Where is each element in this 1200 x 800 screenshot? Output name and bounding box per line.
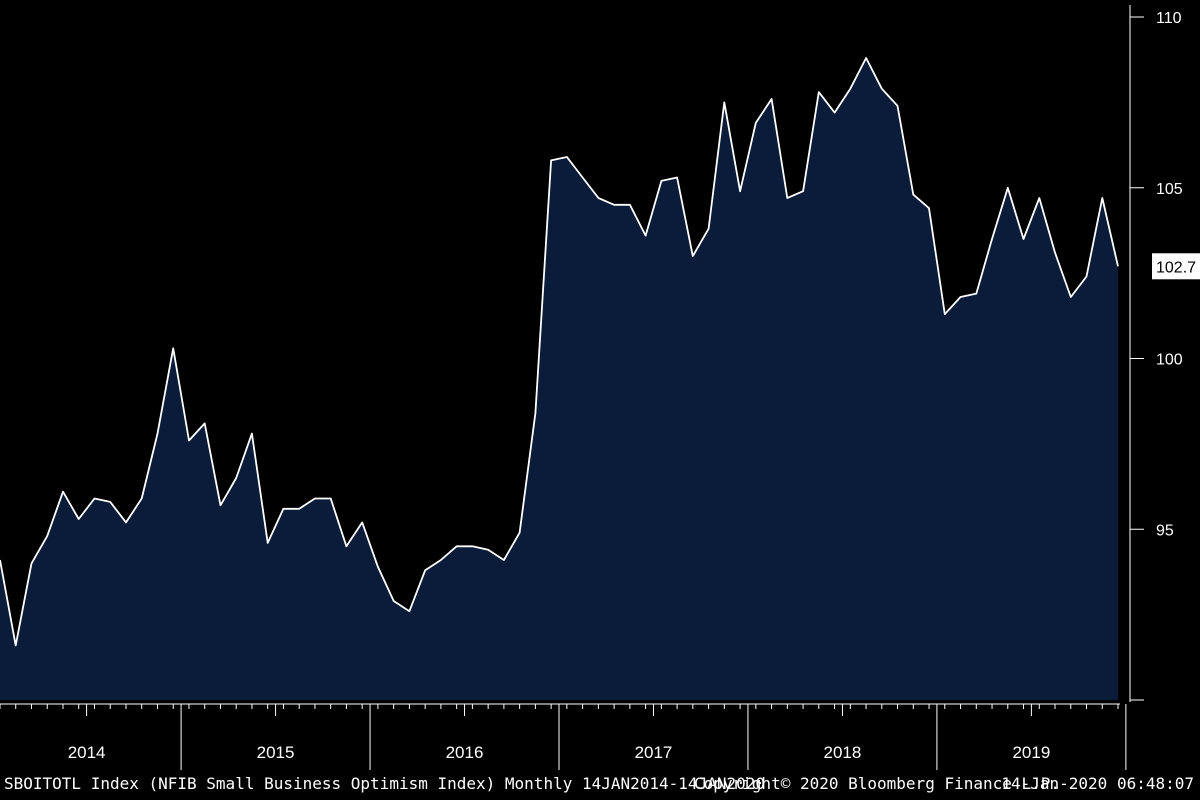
series-area — [0, 58, 1118, 700]
y-tick-label: 95 — [1156, 522, 1174, 539]
x-tick-label: 2019 — [1012, 743, 1050, 762]
chart-footer: SBOITOTL Index (NFIB Small Business Opti… — [0, 770, 1200, 800]
y-tick-label: 105 — [1156, 181, 1183, 198]
series-line — [0, 57, 1119, 647]
x-tick-label: 2018 — [824, 743, 862, 762]
footer-index-info: SBOITOTL Index (NFIB Small Business Opti… — [4, 774, 765, 793]
area-layer — [0, 57, 1119, 700]
footer-copyright: Copyright© 2020 Bloomberg Finance L.P. — [694, 774, 1061, 793]
x-tick-label: 2016 — [446, 743, 484, 762]
x-tick-label: 2017 — [635, 743, 673, 762]
axis-layer: 95 100 105 110 102.7 2014 2015 2016 2017 2018 2019 — [0, 5, 1200, 770]
x-tick-label: 2014 — [68, 743, 106, 762]
last-value-box — [1152, 253, 1200, 280]
x-tick-label: 2015 — [257, 743, 295, 762]
y-tick-label: 100 — [1156, 352, 1183, 369]
y-tick-label: 110 — [1156, 10, 1182, 27]
footer-timestamp: 14-Jan-2020 06:48:07 — [1001, 774, 1194, 793]
last-value-label: 102.7 — [1156, 259, 1196, 276]
